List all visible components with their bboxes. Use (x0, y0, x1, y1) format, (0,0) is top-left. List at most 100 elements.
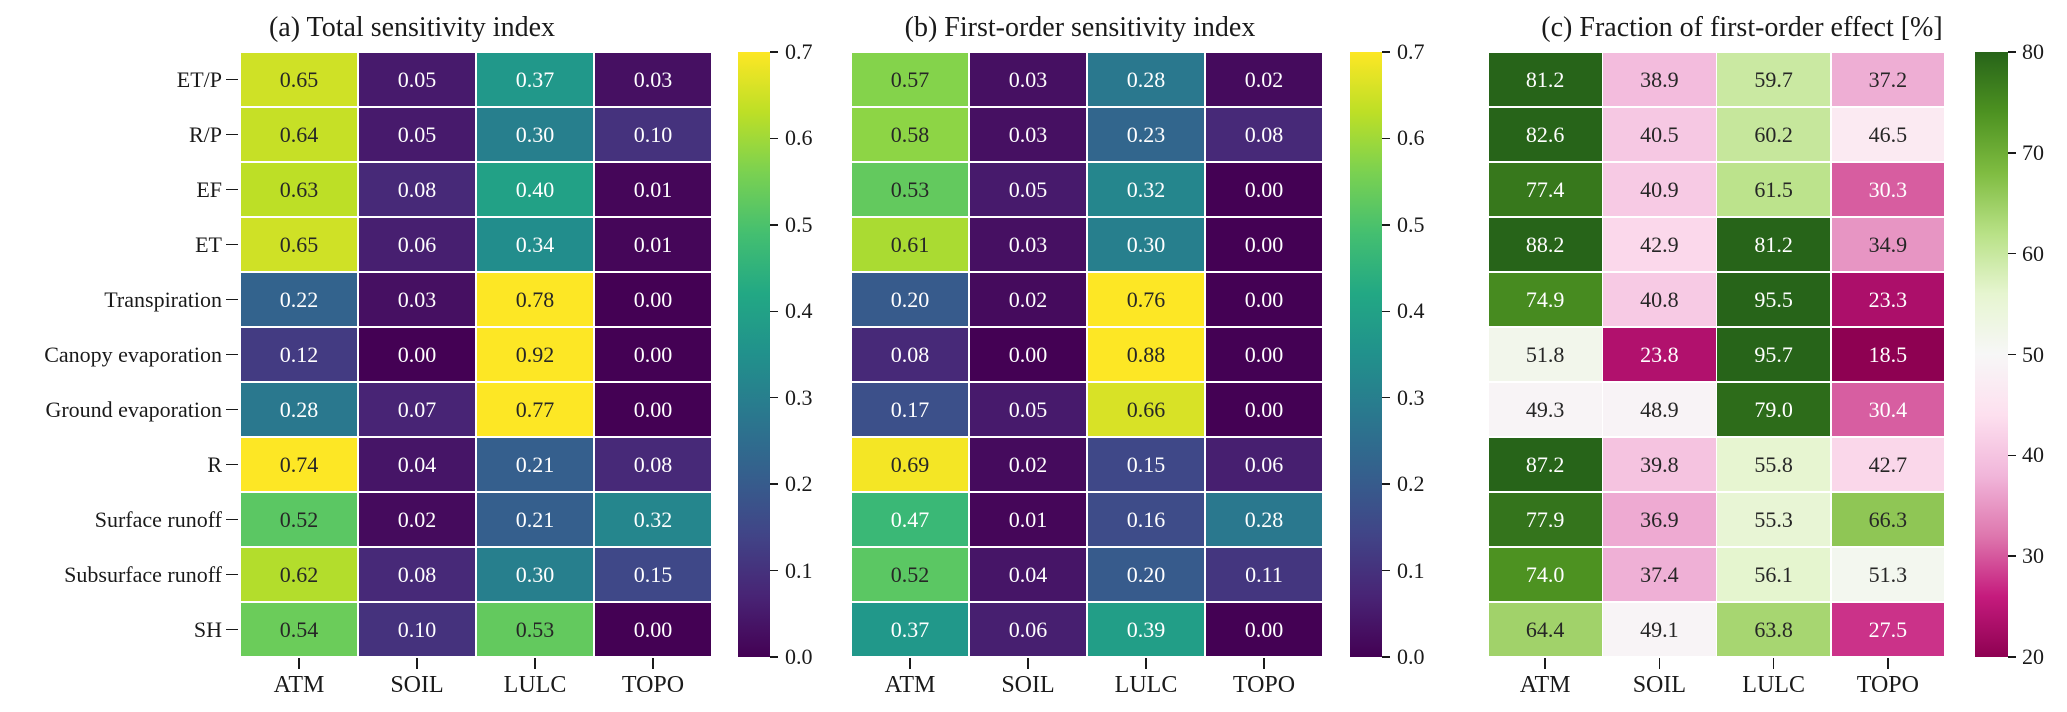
colorbar-tick (2008, 454, 2016, 457)
cell-value: 0.15 (633, 561, 673, 587)
heatmap-cell: 0.11 (1205, 547, 1323, 602)
cell-value: 48.9 (1640, 396, 1679, 422)
heatmap-cell: 0.08 (1205, 107, 1323, 162)
panel-c-title: (c) Fraction of first-order effect [%] (1541, 12, 1943, 43)
heatmap-cell: 87.2 (1488, 437, 1602, 492)
heatmap-cell: 0.78 (476, 272, 594, 327)
heatmap-cell: 0.12 (240, 327, 358, 382)
cell-value: 61.5 (1754, 176, 1793, 202)
heatmap-cell: 46.5 (1831, 107, 1945, 162)
cell-value: 0.02 (1244, 66, 1284, 92)
cell-value: 0.37 (890, 616, 930, 642)
panel-b-title: (b) First-order sensitivity index (904, 12, 1256, 43)
heatmap-cell: 0.03 (358, 272, 476, 327)
heatmap-cell: 0.23 (1087, 107, 1205, 162)
colorbar-tick (1382, 483, 1390, 485)
heatmap-cell: 0.66 (1087, 382, 1205, 437)
heatmap-cell: 0.22 (240, 272, 358, 327)
cell-value: 0.03 (633, 66, 673, 92)
colorbar-tick (2008, 152, 2016, 154)
heatmap-cell: 0.04 (969, 547, 1087, 602)
cell-value: 0.16 (1126, 506, 1166, 532)
heatmap-cell: 0.03 (969, 107, 1087, 162)
cell-value: 0.63 (279, 176, 319, 202)
x-axis-tick (416, 658, 418, 669)
heatmap-cell: 64.4 (1488, 602, 1602, 657)
cell-value: 55.8 (1754, 451, 1793, 477)
heatmap-cell: 0.20 (1087, 547, 1205, 602)
colorbar-tick (1382, 569, 1390, 572)
heatmap-cell: 0.10 (594, 107, 712, 162)
colorbar-tick-label: 0.3 (785, 384, 813, 410)
cell-value: 34.9 (1868, 231, 1908, 257)
cell-value: 0.06 (397, 231, 437, 257)
heatmap-cell: 0.28 (1087, 52, 1205, 107)
colorbar-tick-label: 0.2 (1397, 471, 1425, 497)
colorbar-tick-label: 0.0 (1397, 644, 1425, 669)
heatmap-cell: 81.2 (1717, 217, 1830, 272)
heatmap-cell: 0.00 (1205, 272, 1323, 327)
col-label: SOIL (390, 672, 444, 698)
heatmap-cell: 0.02 (358, 492, 476, 547)
heatmap-cell: 0.02 (969, 437, 1087, 492)
colorbar-tick (770, 310, 778, 313)
heatmap-cell: 56.1 (1717, 547, 1830, 602)
heatmap-cell: 0.15 (594, 547, 712, 602)
cell-value: 63.8 (1754, 616, 1793, 642)
heatmap-cell: 0.15 (1087, 437, 1205, 492)
heatmap-cell: 42.9 (1603, 217, 1716, 272)
colorbar-tick-label: 0.7 (785, 39, 813, 64)
colorbar-tick (770, 396, 778, 399)
cell-value: 30.3 (1868, 176, 1908, 202)
colorbar-tick (2008, 656, 2016, 658)
cell-value: 55.3 (1754, 506, 1793, 532)
col-label: ATM (1519, 672, 1571, 698)
heatmap-cell: 0.01 (594, 162, 712, 217)
col-label: SOIL (1632, 672, 1687, 698)
heatmap-cell: 34.9 (1831, 217, 1945, 272)
heatmap-cell: 0.06 (969, 602, 1087, 657)
heatmap-cell: 0.05 (969, 382, 1087, 437)
cell-value: 0.05 (1008, 176, 1048, 202)
heatmap-cell: 0.52 (240, 492, 358, 547)
y-axis-tick (226, 408, 238, 411)
cell-value: 77.4 (1525, 176, 1565, 202)
y-axis-tick (226, 78, 238, 81)
row-label: Ground evaporation (45, 396, 222, 422)
colorbar-tick (770, 51, 778, 53)
cell-value: 0.47 (890, 506, 930, 532)
heatmap-cell: 0.52 (851, 547, 969, 602)
cell-value: 0.03 (1008, 231, 1048, 257)
col-label: ATM (884, 672, 936, 698)
cell-value: 0.58 (890, 121, 930, 147)
cell-value: 0.30 (515, 561, 555, 587)
cell-value: 0.65 (279, 231, 319, 257)
heatmap-cell: 0.01 (594, 217, 712, 272)
colorbar-tick (2008, 252, 2016, 255)
heatmap-cell: 23.8 (1603, 327, 1716, 382)
heatmap-cell: 0.28 (240, 382, 358, 437)
x-axis-tick (1145, 658, 1147, 669)
x-axis-tick (1658, 658, 1661, 669)
heatmap-cell: 81.2 (1488, 52, 1602, 107)
heatmap-cell: 95.5 (1717, 272, 1830, 327)
cell-value: 0.06 (1244, 451, 1284, 477)
colorbar (1350, 52, 1382, 657)
colorbar-tick-label: 0.5 (1397, 211, 1425, 237)
cell-value: 0.54 (279, 616, 319, 642)
cell-value: 0.37 (515, 66, 555, 92)
heatmap-cell: 82.6 (1488, 107, 1602, 162)
cell-value: 0.65 (279, 66, 319, 92)
heatmap-cell: 51.8 (1488, 327, 1602, 382)
y-axis-tick (226, 463, 238, 466)
cell-value: 0.32 (633, 506, 673, 532)
heatmap-cell: 0.77 (476, 382, 594, 437)
cell-value: 64.4 (1525, 616, 1565, 642)
heatmap-cell: 0.06 (1205, 437, 1323, 492)
colorbar (738, 52, 770, 657)
heatmap-cell: 0.00 (1205, 602, 1323, 657)
row-label: ET/P (176, 66, 222, 92)
colorbar-tick (1382, 396, 1390, 399)
heatmap-cell: 0.61 (851, 217, 969, 272)
